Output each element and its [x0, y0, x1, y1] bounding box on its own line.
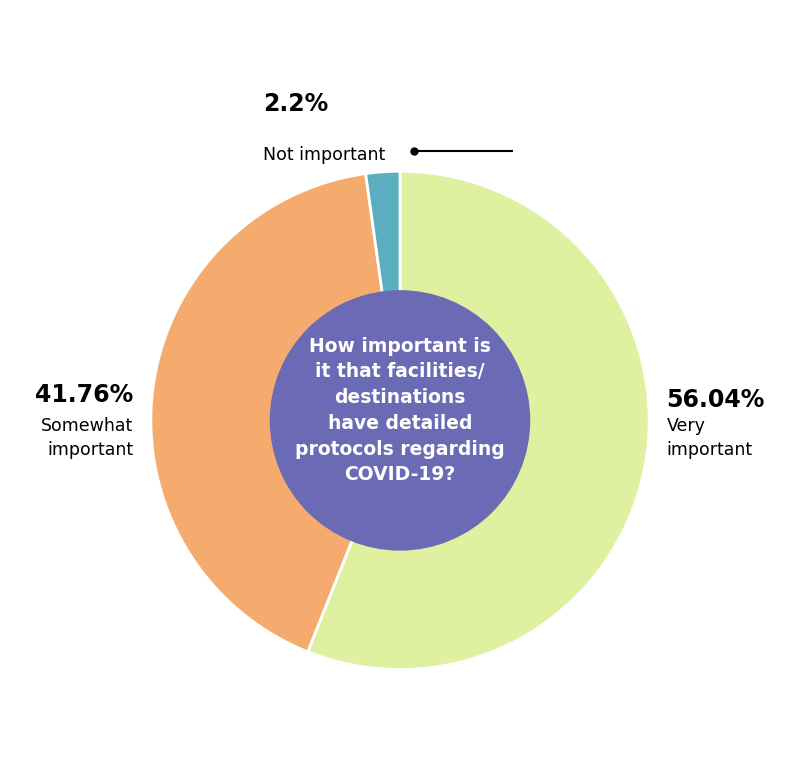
Text: How important is
it that facilities/
destinations
have detailed
protocols regard: How important is it that facilities/ des… [295, 336, 505, 484]
Text: 56.04%: 56.04% [666, 388, 765, 412]
Circle shape [270, 291, 530, 550]
Text: Not important: Not important [263, 146, 386, 165]
Text: 41.76%: 41.76% [35, 384, 134, 408]
Wedge shape [308, 172, 649, 669]
Wedge shape [151, 174, 400, 652]
Wedge shape [366, 172, 400, 421]
Text: Somewhat
important: Somewhat important [41, 417, 134, 459]
Text: 2.2%: 2.2% [263, 93, 328, 116]
Text: Very
important: Very important [666, 417, 753, 459]
